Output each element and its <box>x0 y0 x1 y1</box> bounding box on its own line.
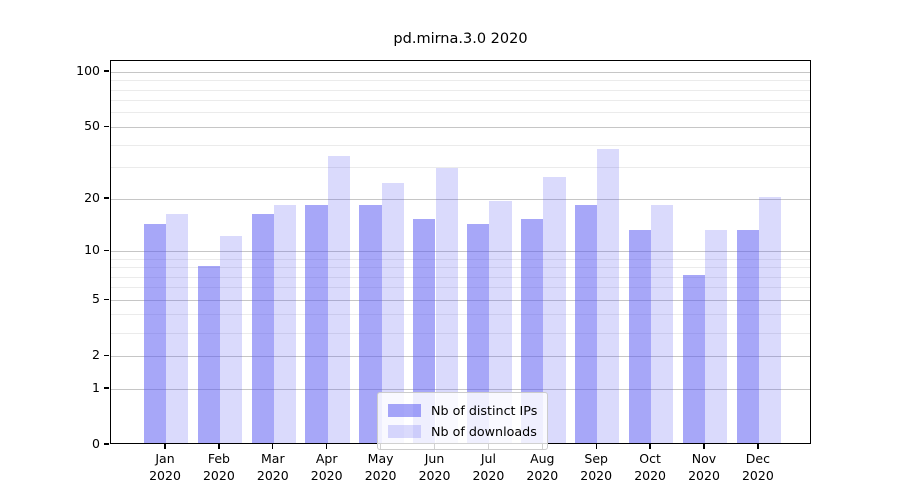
x-tick <box>649 444 651 449</box>
y-gridline-minor <box>111 167 810 169</box>
x-tick-label: Jul 2020 <box>472 451 505 483</box>
bar-distinct-ips <box>143 224 166 443</box>
y-tick <box>104 443 109 445</box>
x-tick-label: Mar 2020 <box>256 451 289 483</box>
y-tick-label: 2 <box>92 347 100 363</box>
y-tick <box>104 249 109 251</box>
x-tick-label: Oct 2020 <box>634 451 666 483</box>
y-gridline-major <box>111 126 810 128</box>
bar-distinct-ips <box>359 205 382 443</box>
y-tick-label: 1 <box>92 380 100 395</box>
bar-downloads <box>166 214 189 443</box>
bar-downloads <box>435 168 458 443</box>
y-tick <box>104 125 109 128</box>
x-tick <box>326 444 328 449</box>
y-gridline-minor <box>111 276 810 278</box>
bar-downloads <box>543 176 566 443</box>
bar-downloads <box>327 155 350 443</box>
y-tick-label: 20 <box>84 190 100 206</box>
y-tick <box>104 298 109 300</box>
bar-distinct-ips <box>413 219 436 443</box>
x-tick-label: Apr 2020 <box>310 451 343 483</box>
x-tick <box>164 444 166 449</box>
bar-distinct-ips <box>251 214 274 443</box>
bar-downloads <box>705 229 728 443</box>
bar-downloads <box>381 182 404 443</box>
y-gridline-major <box>111 355 810 357</box>
y-gridline-major <box>111 299 810 301</box>
x-tick <box>703 444 705 449</box>
x-tick-label: Feb 2020 <box>202 451 235 483</box>
bar-downloads <box>489 201 512 443</box>
x-tick-label: May 2020 <box>364 451 397 483</box>
bar-downloads <box>597 149 620 443</box>
y-gridline-minor <box>111 144 810 146</box>
y-gridline-minor <box>111 332 810 334</box>
bar-downloads <box>758 197 782 443</box>
y-gridline-minor <box>111 258 810 260</box>
bar-distinct-ips <box>521 219 544 443</box>
y-tick <box>104 387 109 389</box>
y-tick-label: 5 <box>92 291 100 307</box>
x-tick <box>595 444 597 449</box>
y-gridline-minor <box>111 267 810 268</box>
y-tick <box>104 70 109 72</box>
bar-distinct-ips <box>197 265 220 443</box>
legend-swatch-downloads <box>388 425 421 438</box>
x-tick-label: Sep 2020 <box>580 451 613 483</box>
bar-distinct-ips <box>574 205 598 443</box>
legend-swatch-distinct-ips <box>388 404 421 417</box>
bar-distinct-ips <box>628 229 652 443</box>
bar-distinct-ips <box>682 275 705 443</box>
legend-row: Nb of downloads <box>388 421 537 442</box>
y-gridline-minor <box>111 112 810 114</box>
y-tick-label: 10 <box>84 242 100 258</box>
bar-downloads <box>273 205 297 443</box>
plot-area <box>110 60 811 444</box>
legend-label-downloads: Nb of downloads <box>431 424 537 439</box>
y-gridline-minor <box>111 89 810 91</box>
bar-distinct-ips <box>467 224 490 443</box>
legend-label-distinct-ips: Nb of distinct IPs <box>431 403 538 418</box>
y-tick-label: 100 <box>76 63 100 79</box>
bar-distinct-ips <box>305 205 328 443</box>
x-tick-label: Aug 2020 <box>526 451 559 483</box>
y-gridline-minor <box>111 100 810 102</box>
y-gridline-minor <box>111 287 810 289</box>
y-gridline-minor <box>111 80 810 82</box>
x-tick <box>272 444 274 449</box>
x-tick-label: Dec 2020 <box>741 451 774 483</box>
y-tick-label: 50 <box>84 118 100 134</box>
x-tick-label: Jun 2020 <box>418 451 451 483</box>
y-tick <box>104 197 109 199</box>
bar-downloads <box>651 205 674 443</box>
y-tick-label: 0 <box>92 436 100 451</box>
x-tick <box>218 444 220 449</box>
legend-row: Nb of distinct IPs <box>388 400 537 421</box>
x-tick-label: Nov 2020 <box>688 451 720 483</box>
y-tick <box>104 354 109 356</box>
y-gridline-minor <box>111 314 810 316</box>
bar-downloads <box>219 235 243 443</box>
bar-distinct-ips <box>736 229 759 443</box>
y-gridline-major <box>111 250 810 252</box>
chart-title: pd.mirna.3.0 2020 <box>393 31 528 47</box>
y-gridline-major <box>111 388 810 390</box>
y-gridline-major <box>111 71 810 73</box>
x-tick-label: Jan 2020 <box>149 451 181 483</box>
legend: Nb of distinct IPs Nb of downloads <box>377 392 549 450</box>
x-tick <box>757 444 759 449</box>
y-gridline-major <box>111 198 810 200</box>
